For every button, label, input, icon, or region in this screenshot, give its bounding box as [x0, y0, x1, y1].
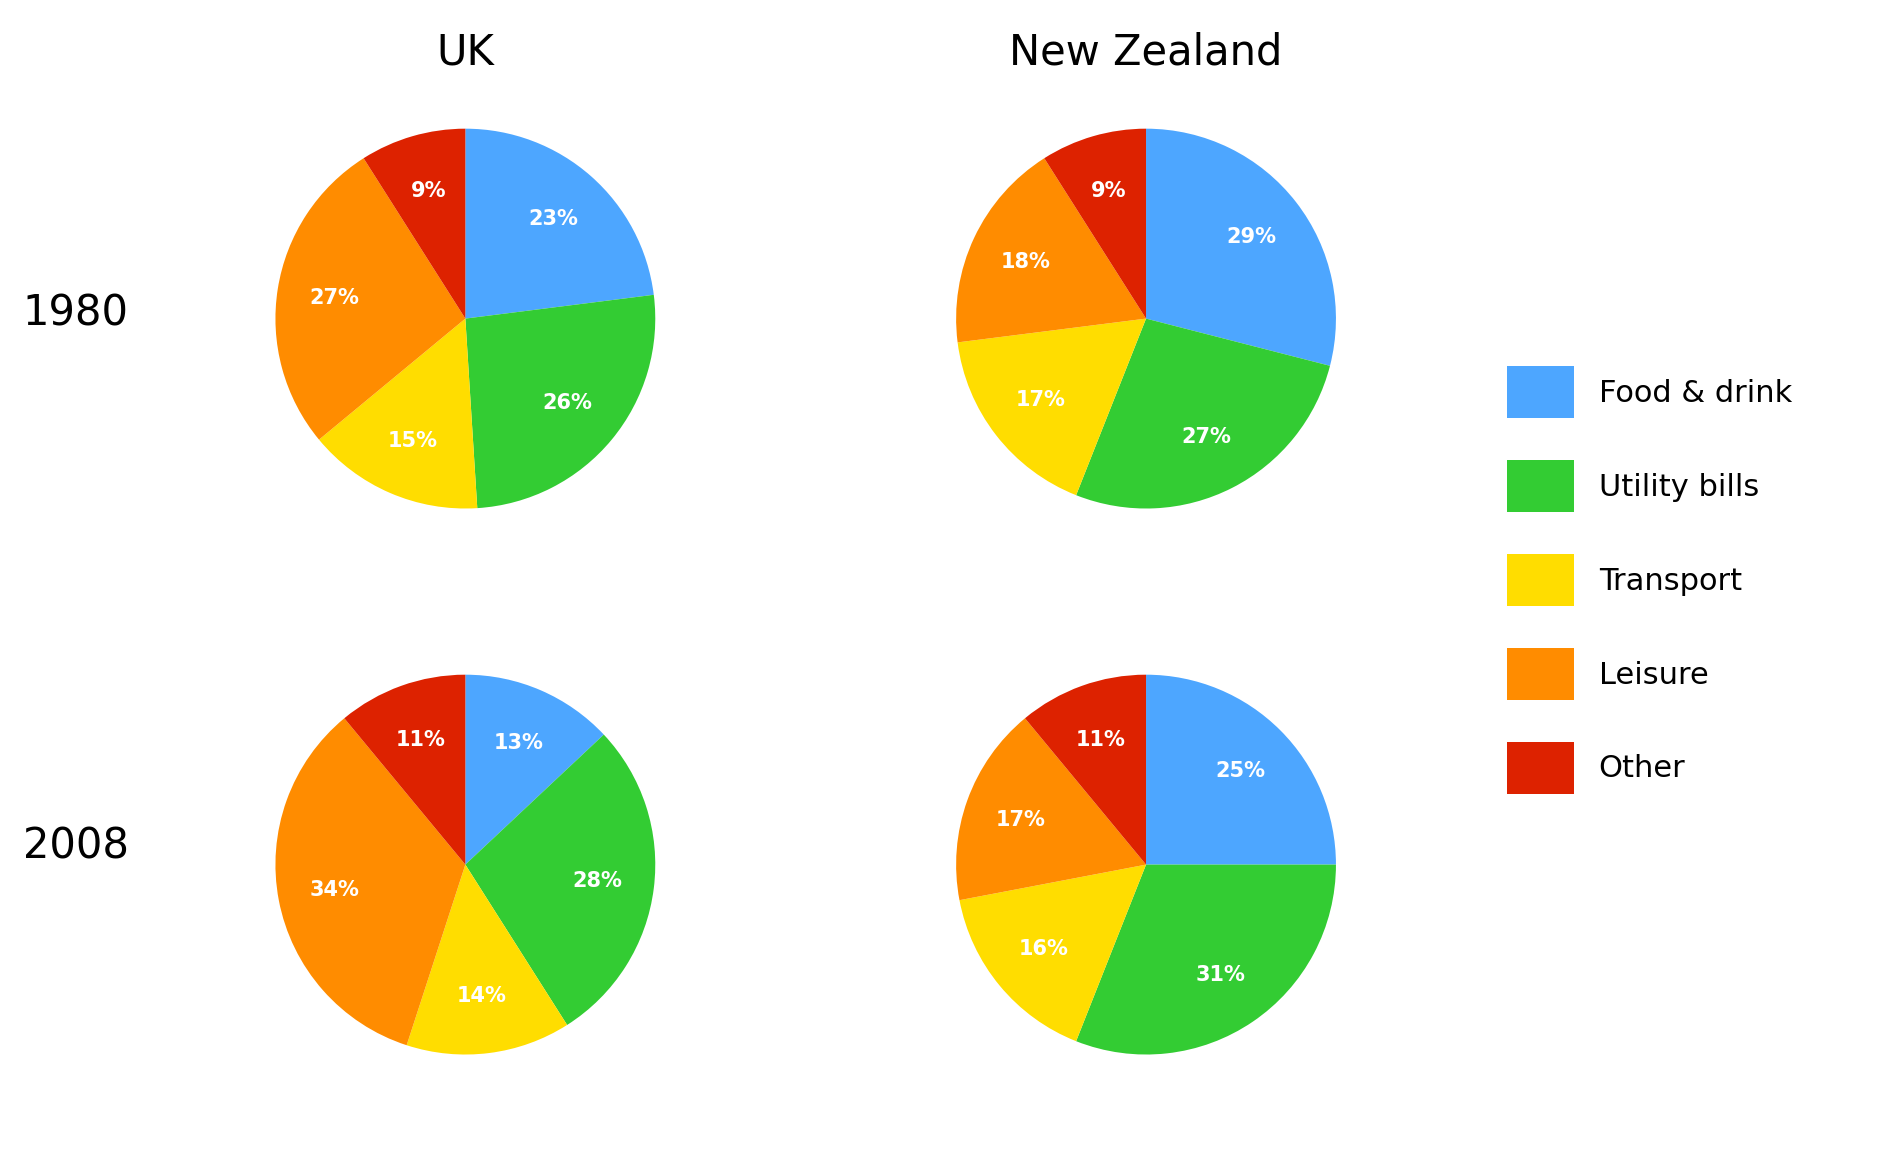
Wedge shape	[957, 319, 1145, 495]
Wedge shape	[465, 675, 603, 864]
Text: 28%: 28%	[573, 871, 622, 891]
Text: 9%: 9%	[411, 181, 446, 201]
Wedge shape	[956, 718, 1145, 900]
Text: 2008: 2008	[23, 826, 129, 868]
Wedge shape	[465, 295, 656, 508]
Text: 34%: 34%	[309, 879, 360, 899]
Text: 1980: 1980	[23, 292, 129, 334]
Wedge shape	[1045, 129, 1145, 319]
Wedge shape	[465, 129, 654, 319]
Text: 23%: 23%	[529, 209, 578, 229]
Title: UK: UK	[436, 31, 495, 73]
Legend: Food & drink, Utility bills, Transport, Leisure, Other: Food & drink, Utility bills, Transport, …	[1477, 336, 1822, 824]
Wedge shape	[956, 158, 1145, 342]
Text: 27%: 27%	[309, 288, 358, 307]
Text: 11%: 11%	[396, 730, 446, 749]
Wedge shape	[1077, 864, 1337, 1054]
Text: 17%: 17%	[1016, 390, 1066, 411]
Text: 16%: 16%	[1018, 940, 1069, 959]
Text: 17%: 17%	[995, 810, 1047, 829]
Wedge shape	[1145, 129, 1337, 365]
Text: 18%: 18%	[1001, 252, 1050, 271]
Wedge shape	[345, 675, 465, 864]
Text: 31%: 31%	[1196, 965, 1246, 985]
Wedge shape	[1077, 319, 1329, 508]
Wedge shape	[275, 718, 465, 1045]
Wedge shape	[406, 864, 567, 1054]
Wedge shape	[1026, 675, 1145, 864]
Text: 13%: 13%	[493, 733, 542, 753]
Text: 27%: 27%	[1181, 427, 1231, 447]
Title: New Zealand: New Zealand	[1009, 31, 1284, 73]
Text: 26%: 26%	[542, 393, 593, 413]
Wedge shape	[275, 158, 465, 440]
Text: 29%: 29%	[1227, 227, 1276, 247]
Text: 15%: 15%	[387, 430, 438, 450]
Text: 25%: 25%	[1215, 761, 1265, 781]
Wedge shape	[959, 864, 1145, 1042]
Text: 9%: 9%	[1092, 181, 1126, 201]
Wedge shape	[465, 734, 656, 1025]
Text: 11%: 11%	[1077, 730, 1126, 749]
Wedge shape	[1145, 675, 1337, 864]
Text: 14%: 14%	[457, 986, 506, 1007]
Wedge shape	[319, 319, 478, 508]
Wedge shape	[364, 129, 465, 319]
